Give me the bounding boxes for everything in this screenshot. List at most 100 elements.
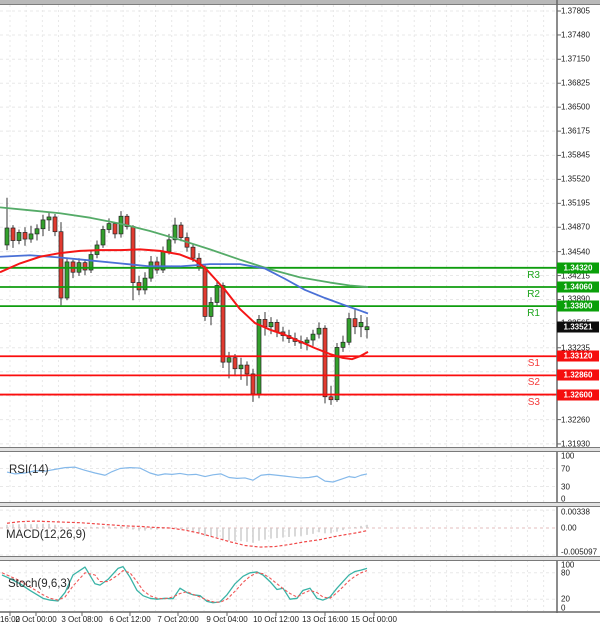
panel-separator[interactable] (0, 556, 600, 561)
candle-bullish (304, 339, 310, 344)
level-label-r1: R1 (527, 308, 540, 320)
candle-bullish (46, 216, 52, 221)
stoch-axis-label: 100 (561, 560, 575, 570)
level-label-s3: S3 (527, 396, 540, 408)
time-axis-label: 13 Oct 16:00 (302, 615, 348, 624)
candle-bearish (202, 266, 208, 317)
candle-bullish (340, 341, 346, 348)
time-axis-label: 6 Oct 12:00 (109, 615, 151, 624)
price-axis-label: 1.34870 (561, 222, 590, 232)
price-axis-label: 1.37480 (561, 30, 590, 40)
candle-bearish (352, 318, 358, 328)
candle-bullish (334, 347, 340, 401)
candle-bullish (172, 224, 178, 241)
price-axis-label: 1.35845 (561, 150, 590, 160)
macd-panel-title: MACD(12,26,9) (6, 529, 86, 541)
time-axis-label: 16:00 (0, 615, 21, 624)
stoch-d-line (1, 570, 368, 603)
panel-separator[interactable] (0, 502, 600, 507)
candle-bearish (190, 246, 196, 259)
candle-bearish (274, 321, 280, 333)
time-axis-label: 15 Oct 00:00 (351, 615, 397, 624)
candle-bullish (208, 302, 214, 317)
window-top-edge (0, 0, 600, 5)
macd-axis-label: 0.00 (561, 523, 577, 533)
ma-red-fast (0, 248, 369, 361)
candle-bearish (244, 364, 250, 375)
price-axis-label: 1.36500 (561, 102, 590, 112)
candle-bearish (112, 223, 118, 235)
candle-bullish (316, 327, 322, 335)
price-axis-label: 1.36825 (561, 78, 590, 88)
level-price-badge-s1: 1.33120 (557, 350, 599, 362)
candle-bullish (34, 228, 40, 235)
stoch-panel-title: Stoch(9,6,3) (8, 578, 71, 590)
price-axis-label: 1.31930 (561, 439, 590, 449)
time-axis-label: 2 Oct 00:00 (15, 615, 57, 624)
candle-bullish (226, 357, 232, 363)
level-price-badge-s3: 1.32600 (557, 389, 599, 401)
level-price-badge-r3: 1.34320 (557, 262, 599, 274)
candle-bullish (148, 261, 154, 279)
price-axis-label: 1.32260 (561, 415, 590, 425)
candle-bullish (28, 233, 34, 240)
level-label-s1: S1 (527, 358, 540, 370)
stoch-axis-label: 80 (561, 568, 570, 578)
candle-bullish (364, 326, 370, 331)
ma-blue-mid (0, 254, 369, 315)
level-label-r2: R2 (527, 288, 540, 300)
level-price-badge-s2: 1.32860 (557, 369, 599, 381)
price-axis-label: 1.37150 (561, 54, 590, 64)
candle-bullish (142, 277, 148, 291)
rsi-axis-label: 100 (561, 451, 575, 461)
price-axis-label: 1.33890 (561, 294, 590, 304)
panel-separator[interactable] (0, 447, 600, 452)
candle-bullish (106, 223, 112, 230)
stoch-axis-label: 0 (561, 603, 566, 613)
candle-bearish (52, 216, 58, 233)
level-price-badge-r1: 1.33800 (557, 300, 599, 312)
price-axis-label: 1.36175 (561, 126, 590, 136)
price-axis-label: 1.35195 (561, 198, 590, 208)
price-axis-label: 1.34540 (561, 247, 590, 257)
price-axis-label: 1.37805 (561, 6, 590, 16)
time-axis-label: 3 Oct 08:00 (61, 615, 103, 624)
candle-bearish (322, 327, 328, 398)
candle-bullish (214, 285, 220, 303)
candle-bullish (16, 232, 22, 241)
candle-bullish (358, 321, 364, 328)
candle-bullish (100, 229, 106, 246)
level-label-r3: R3 (527, 269, 540, 281)
candle-bullish (310, 333, 316, 341)
candle-bearish (232, 357, 238, 370)
level-price-badge-r2: 1.34060 (557, 281, 599, 293)
candle-bullish (4, 227, 10, 246)
candle-bearish (220, 285, 226, 363)
price-axis-label: 1.35520 (561, 174, 590, 184)
time-axis-label: 7 Oct 20:00 (157, 615, 199, 624)
candle-bearish (124, 215, 130, 227)
candle-bearish (328, 396, 334, 401)
time-axis-label: 9 Oct 04:00 (206, 615, 248, 624)
candle-bearish (10, 227, 16, 241)
candle-bearish (82, 262, 88, 271)
price-axis-label: 1.34215 (561, 271, 590, 281)
stoch-k-line (1, 565, 368, 604)
level-label-s2: S2 (527, 377, 540, 389)
candle-bullish (346, 318, 352, 343)
candle-bearish (58, 231, 64, 299)
candle-bullish (238, 364, 244, 370)
candle-bullish (64, 261, 70, 299)
rsi-axis-label: 0 (561, 494, 566, 504)
rsi-axis-label: 30 (561, 482, 570, 491)
candle-bearish (130, 226, 136, 283)
macd-axis-label: 0.00338 (561, 507, 590, 517)
candle-bullish (40, 219, 46, 230)
rsi-line (6, 466, 368, 483)
ma-green-slow (0, 206, 369, 288)
candle-bullish (88, 254, 94, 271)
candle-bearish (178, 224, 184, 238)
stoch-axis-label: 20 (561, 594, 570, 604)
